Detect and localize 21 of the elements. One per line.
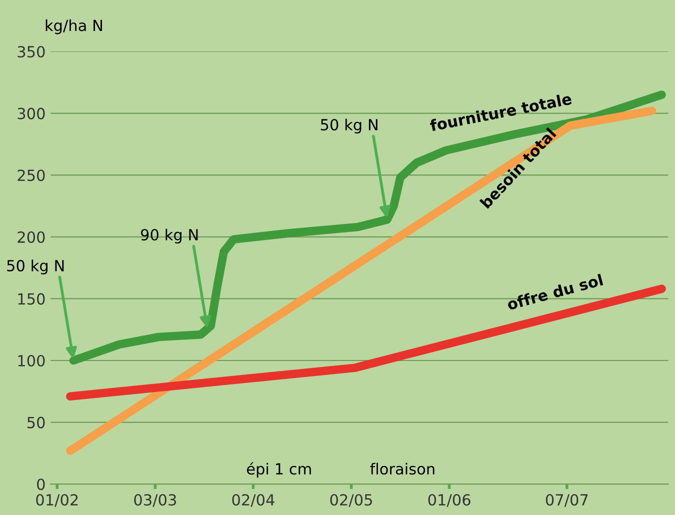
- y-tick-label: 0: [37, 478, 45, 490]
- annotation: 90 kg N: [140, 228, 198, 244]
- annotation: 50 kg N: [320, 118, 378, 134]
- y-tick-label: 50: [28, 416, 45, 428]
- annotation: épi 1 cm: [246, 462, 311, 478]
- y-tick-label: 100: [18, 354, 45, 367]
- y-axis-title: kg/ha N: [46, 19, 102, 34]
- y-tick-label: 200: [18, 231, 45, 243]
- y-tick-label: 300: [18, 108, 45, 120]
- x-tick-label: 03/03: [134, 494, 176, 507]
- annotation: 50 kg N: [7, 260, 64, 274]
- y-tick-label: 250: [18, 170, 45, 182]
- x-tick-label: 07/07: [546, 494, 588, 507]
- annotation: floraison: [370, 462, 434, 475]
- y-tick-label: 150: [18, 293, 45, 305]
- x-tick-label: 02/04: [232, 494, 274, 507]
- text: offre du sol: [506, 274, 604, 310]
- x-tick-label: 02/05: [330, 494, 372, 507]
- x-tick-label: 01/06: [428, 494, 470, 507]
- x-tick-label: 01/02: [36, 494, 78, 507]
- y-tick-label: 350: [18, 46, 45, 58]
